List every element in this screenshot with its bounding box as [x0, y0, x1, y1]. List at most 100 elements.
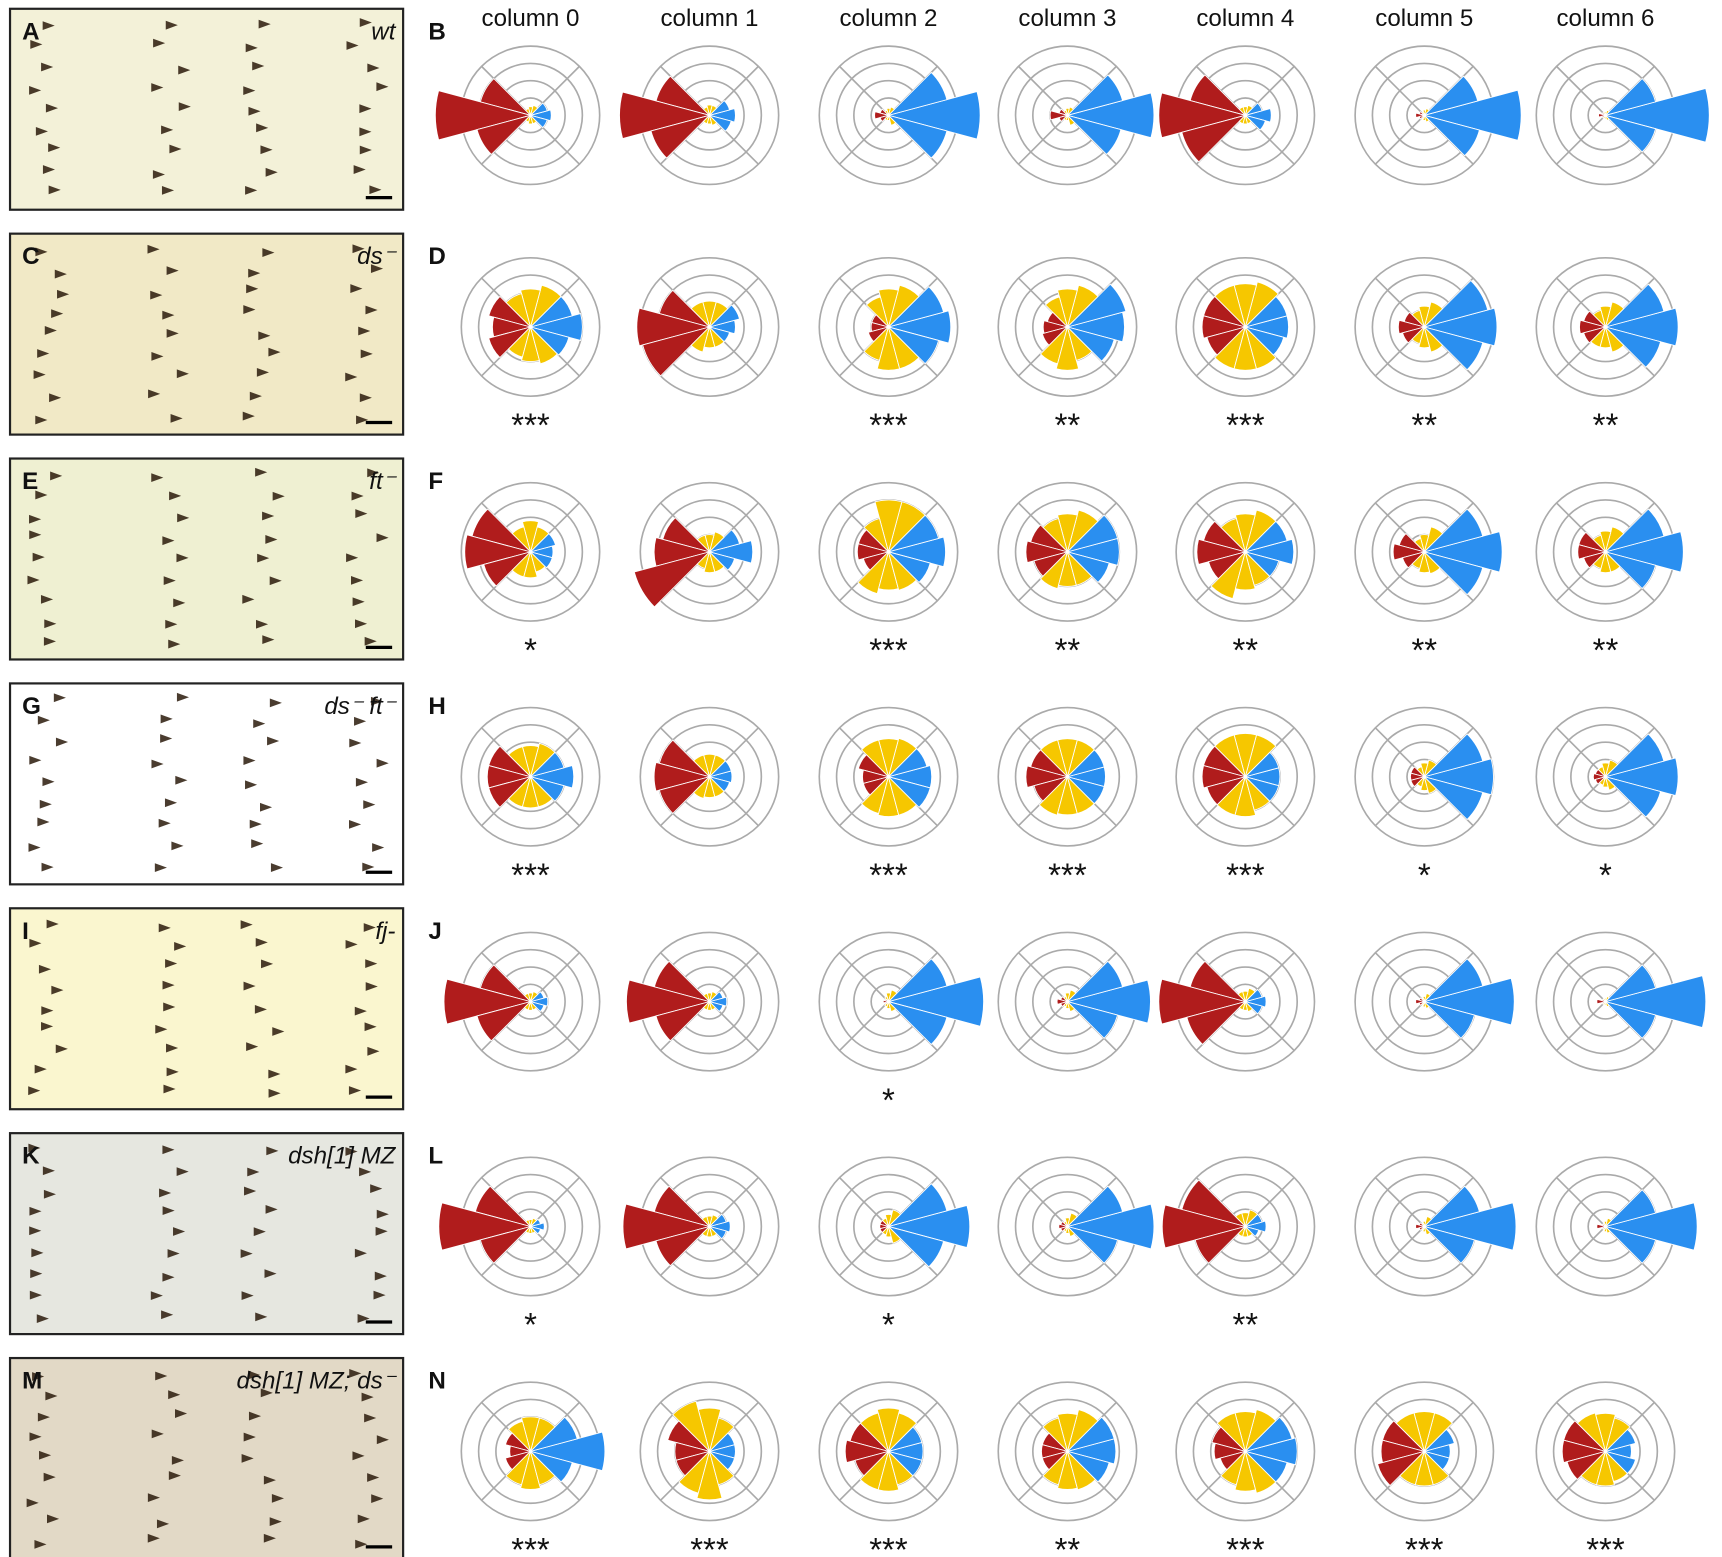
hair	[31, 1248, 44, 1258]
rose-wedge	[1201, 765, 1248, 789]
rose-wedge	[1422, 958, 1484, 1003]
significance: ***	[869, 632, 908, 669]
ring	[639, 1381, 780, 1522]
rose-wedge	[886, 1450, 923, 1477]
ring	[656, 1398, 763, 1505]
hair	[356, 415, 369, 425]
rose-plot	[997, 1156, 1155, 1297]
hair	[168, 1390, 181, 1400]
hair	[362, 862, 375, 872]
hair	[252, 61, 265, 71]
rose-wedge	[1243, 551, 1280, 577]
rose-wedge	[1601, 762, 1610, 779]
rose-wedge	[886, 551, 931, 584]
hair	[345, 939, 358, 949]
rose-wedge	[1056, 998, 1070, 1005]
hair	[350, 284, 363, 293]
hair	[37, 817, 50, 827]
hair	[171, 1455, 184, 1465]
rose-wedge	[1603, 1225, 1657, 1264]
plot-label: J	[428, 918, 441, 945]
hair	[35, 247, 48, 257]
rose-plot	[818, 481, 959, 622]
rose-wedge	[529, 1450, 573, 1483]
rose-plot	[639, 1381, 780, 1522]
genotype-label: ds⁻ ft⁻	[324, 693, 397, 720]
hair	[352, 597, 365, 607]
hair	[243, 1432, 256, 1442]
hair	[249, 391, 262, 401]
hair	[243, 305, 256, 314]
column-header: column 6	[1556, 5, 1654, 32]
hair	[370, 696, 384, 706]
ring	[1175, 256, 1316, 397]
rose-wedge	[488, 775, 532, 808]
hair	[248, 268, 261, 278]
hair	[361, 1392, 374, 1402]
hair	[161, 125, 174, 135]
plot-label: N	[428, 1368, 445, 1395]
rose-wedge	[1603, 114, 1657, 153]
rose-wedge	[1423, 1449, 1450, 1486]
hair	[360, 349, 373, 359]
hair	[358, 326, 371, 336]
significance: *	[524, 1306, 537, 1343]
significance: ***	[1226, 1531, 1265, 1557]
significance: **	[1411, 407, 1437, 444]
rose-plot	[818, 1156, 971, 1297]
hair	[242, 594, 255, 604]
hair	[27, 575, 40, 585]
rose-wedge	[1065, 326, 1115, 362]
rose-wedge	[1603, 307, 1679, 347]
hair	[249, 819, 262, 829]
hair	[171, 841, 184, 851]
hair	[373, 1290, 386, 1300]
rose-wedge	[1402, 326, 1426, 344]
hair	[255, 1312, 268, 1322]
rose-wedge	[887, 284, 920, 329]
rose-wedge	[1603, 757, 1679, 797]
rose-plot	[997, 706, 1138, 847]
rose-plot	[460, 481, 601, 622]
rose-wedge	[706, 104, 713, 117]
hair	[241, 1291, 254, 1301]
rose-wedge	[1376, 1450, 1426, 1487]
rose-wedge	[1415, 112, 1426, 119]
genotype-label: fj-	[375, 918, 395, 945]
rose-plot	[619, 45, 780, 186]
hair	[173, 598, 186, 608]
rose-wedge	[1042, 1417, 1069, 1453]
rose-wedge	[1423, 526, 1444, 554]
rose-plot	[460, 256, 601, 397]
hair	[359, 104, 372, 114]
ring	[818, 1381, 959, 1522]
rose-wedge	[1422, 279, 1489, 328]
rose-wedge	[529, 114, 548, 129]
hair	[262, 248, 275, 257]
hair	[367, 63, 380, 73]
hair	[269, 698, 282, 708]
rose-wedge	[1392, 543, 1426, 561]
rose-wedge	[708, 114, 732, 132]
rose-plot	[1354, 256, 1498, 397]
hair	[349, 1368, 362, 1378]
hair	[363, 923, 376, 932]
ring	[1175, 706, 1316, 847]
hair	[41, 862, 54, 872]
rose-wedge	[1420, 762, 1429, 779]
ring	[1014, 724, 1121, 830]
hair	[174, 941, 187, 951]
rose-plot	[1161, 1156, 1316, 1297]
rose-wedge	[1065, 1450, 1110, 1483]
hair	[163, 1002, 176, 1012]
hair	[260, 1388, 273, 1398]
rose-plot	[1354, 45, 1522, 186]
ring	[997, 1381, 1138, 1522]
hair	[33, 370, 46, 379]
rose-plot	[997, 1381, 1138, 1522]
rose-wedge	[1064, 992, 1071, 1004]
rose-wedge	[1066, 106, 1075, 117]
hair	[32, 552, 45, 562]
rose-plot	[1175, 1381, 1316, 1522]
column-header: column 1	[660, 5, 758, 32]
